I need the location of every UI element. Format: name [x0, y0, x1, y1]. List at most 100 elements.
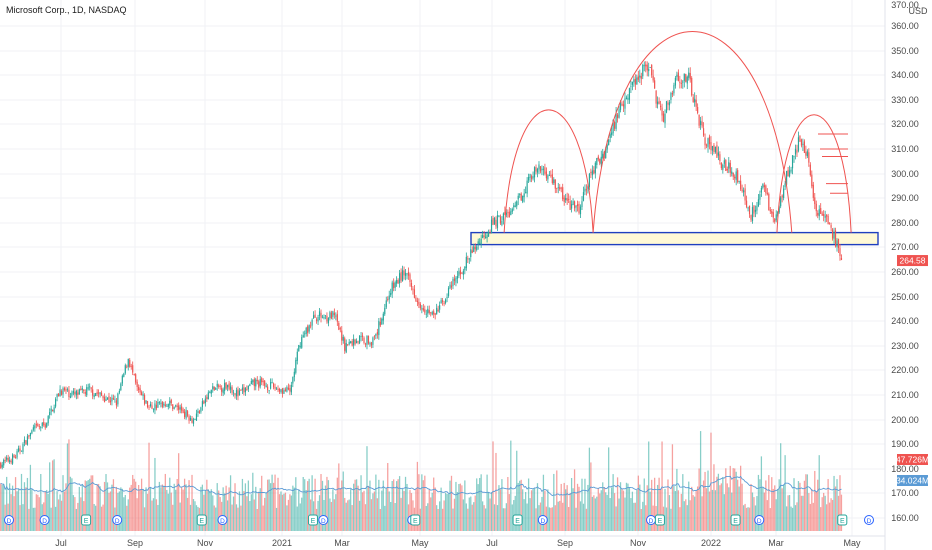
candle-body	[299, 346, 301, 347]
candle-body	[145, 400, 147, 403]
volume-bar	[633, 502, 635, 531]
volume-bar	[566, 485, 568, 531]
price-axis[interactable]: 160.00 170.00 180.00 190.00 200.00 210.00 220.…	[884, 0, 919, 550]
volume-bar	[447, 493, 450, 531]
candle-body	[474, 246, 476, 250]
volume-bar	[50, 507, 52, 531]
volume-bar	[360, 475, 362, 531]
candle-body	[427, 308, 429, 314]
candle-body	[648, 68, 650, 72]
volume-bar	[338, 463, 340, 531]
candle-body	[685, 74, 687, 82]
candle-body	[396, 280, 398, 284]
candle-body	[341, 330, 343, 341]
candle-body	[382, 313, 384, 321]
candle-body	[188, 416, 190, 421]
candle-body	[582, 192, 585, 201]
candle-body	[456, 276, 459, 279]
candle-body	[741, 189, 743, 192]
candle-body	[169, 400, 171, 406]
volume-bar	[301, 497, 303, 531]
candle-body	[71, 392, 73, 396]
volume-bar	[179, 502, 181, 531]
volume-bar	[381, 490, 383, 531]
candle-body	[682, 81, 684, 83]
candle-body	[333, 312, 335, 316]
candle-body	[473, 246, 475, 252]
volume-bar	[74, 497, 76, 531]
candle-body	[734, 176, 736, 179]
candle-body	[579, 206, 582, 215]
candle-body	[77, 392, 79, 395]
candle-body	[701, 121, 703, 127]
candle-body	[321, 316, 324, 318]
candle-body	[787, 169, 789, 177]
volume-bar	[424, 475, 426, 531]
candle-body	[243, 387, 245, 393]
candle-body	[304, 333, 306, 335]
candle-body	[480, 238, 482, 245]
candle-body	[372, 337, 374, 345]
volume-bar	[467, 508, 469, 531]
dividend-marker-label: D	[42, 518, 47, 525]
volume-bar	[741, 483, 743, 531]
volume-bar	[557, 501, 559, 531]
last-price-badge: 264.58	[897, 255, 928, 267]
candle-body	[204, 398, 206, 404]
volume-bar	[210, 489, 212, 531]
volume-bar	[492, 441, 494, 531]
volume-bar	[593, 495, 595, 531]
volume-bar	[401, 488, 404, 531]
candle-body	[428, 310, 430, 313]
volume-bar	[716, 476, 718, 531]
dividend-marker	[537, 515, 548, 525]
candle-body	[483, 235, 485, 238]
candle-body	[111, 397, 113, 402]
dividend-marker-label: D	[867, 518, 872, 525]
candle-body	[496, 215, 499, 228]
candle-body	[307, 326, 309, 333]
candle-body	[536, 168, 539, 173]
volume-bar	[461, 485, 463, 531]
volume-bar	[326, 476, 328, 531]
volume-bar	[790, 506, 792, 531]
candle-body	[416, 300, 418, 303]
candle-body	[167, 403, 169, 407]
volume-bar	[559, 500, 561, 531]
candle-body	[523, 193, 525, 198]
volume-bar	[219, 497, 221, 531]
volume-bar	[252, 472, 254, 531]
volume-bar	[444, 492, 447, 531]
time-tick-label: Mar	[334, 538, 350, 548]
candle-body	[10, 460, 12, 463]
candle-body	[330, 312, 332, 319]
earnings-marker	[196, 514, 207, 526]
volume-bar	[677, 490, 680, 531]
time-axis[interactable]: Jul Sep Nov 2021 Mar May Jul Sep Nov 2022 Mar May	[0, 535, 885, 548]
price-tick-label: 180.00	[891, 464, 919, 474]
volume-bar	[705, 488, 708, 531]
candle-body	[679, 81, 681, 83]
candle-body	[130, 365, 132, 367]
volume-bar	[696, 486, 699, 531]
volume-bar	[207, 489, 209, 531]
volume-bar	[622, 490, 625, 531]
event-marker: E	[512, 514, 523, 526]
volume-bar	[269, 483, 272, 531]
volume-bar	[321, 480, 324, 531]
candle-body	[289, 388, 291, 392]
arc-line	[503, 109, 594, 233]
volume-bar	[674, 491, 677, 531]
candle-body	[118, 390, 120, 393]
volume-bar	[830, 498, 832, 531]
volume-bar	[127, 499, 129, 531]
candle-body	[806, 151, 808, 157]
candle-body	[707, 138, 709, 148]
volume-bar	[49, 462, 51, 531]
candle-body	[519, 193, 521, 195]
candle-body	[175, 405, 177, 407]
volume-bar	[750, 483, 752, 531]
candle-body	[447, 288, 450, 296]
candle-body	[532, 176, 534, 179]
